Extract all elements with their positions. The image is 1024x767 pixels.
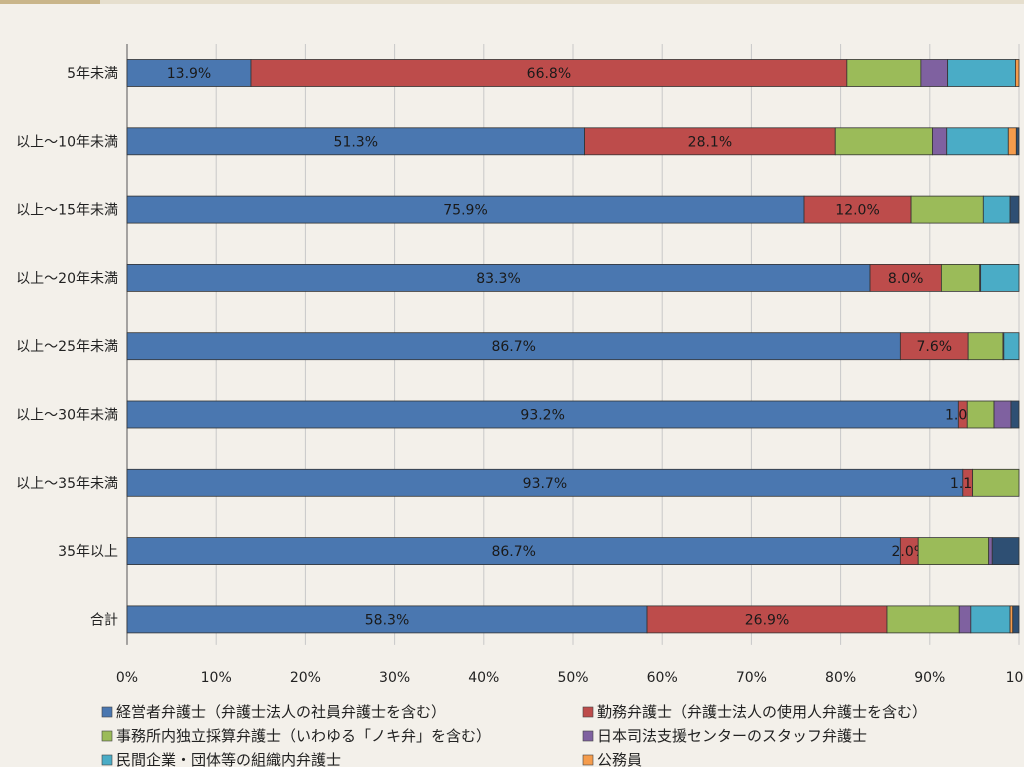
bar-segment — [1007, 127, 1017, 156]
data-label: 13.9% — [167, 66, 211, 82]
data-label: 75.9% — [443, 203, 487, 219]
legend-swatch — [582, 706, 594, 718]
category-label: 以上〜25年未満 — [16, 339, 118, 355]
legend-swatch — [582, 730, 594, 742]
x-tick-label: 30% — [379, 670, 410, 686]
category-label: 以上〜10年未満 — [16, 134, 118, 150]
data-label: 86.7% — [491, 339, 535, 355]
bar-segment — [126, 59, 252, 87]
data-label: 12.0% — [835, 203, 879, 219]
bar-segment — [126, 400, 959, 429]
data-label: 86.7% — [491, 544, 535, 560]
x-tick-label: 90% — [914, 670, 945, 686]
x-tick-label: 70% — [736, 670, 767, 686]
x-tick-label: 40% — [468, 670, 499, 686]
bar-segment — [967, 332, 1004, 361]
data-label: 83.3% — [476, 271, 520, 287]
legend-label: 事務所内独立採算弁護士（いわゆる「ノキ弁」を含む） — [116, 727, 491, 745]
bar-segment — [1012, 605, 1020, 634]
data-label: 51.3% — [334, 134, 378, 150]
category-labels: 5年未満以上〜10年未満以上〜15年未満以上〜20年未満以上〜25年未満以上〜3… — [16, 66, 118, 628]
data-label: 66.8% — [527, 66, 571, 82]
bar-segment — [947, 59, 1016, 87]
x-tick-label: 100 — [1006, 670, 1024, 686]
x-tick-label: 20% — [290, 670, 321, 686]
bar-segment — [917, 537, 990, 565]
bar-segment — [584, 127, 836, 156]
data-label: 93.2% — [520, 408, 564, 424]
data-label: 26.9% — [745, 612, 789, 628]
x-tick-label: 60% — [647, 670, 678, 686]
bar-segment — [126, 468, 964, 497]
bar-segment — [846, 59, 922, 87]
bar-segment — [932, 127, 948, 156]
bar-segment — [1010, 400, 1020, 429]
bar-segment — [920, 59, 949, 87]
bars-group: 13.9% 66.8% 51.3% 28.1% 75.9% 12.0% 83.3% 8.0% 8… — [126, 59, 1020, 634]
bar-segment — [1009, 605, 1014, 634]
bar-segment — [886, 605, 960, 634]
x-tick-label: 80% — [825, 670, 856, 686]
legend-swatch — [101, 730, 113, 742]
legend-label: 経営者弁護士（弁護士法人の社員弁護士を含む） — [116, 703, 446, 721]
data-label: 28.1% — [688, 134, 732, 150]
bar-segment — [250, 59, 848, 87]
data-label: 8.0% — [888, 271, 924, 287]
bar-segment — [980, 263, 1020, 292]
category-label: 以上〜15年未満 — [16, 203, 118, 219]
header-accent-bar — [100, 0, 1024, 4]
legend-label: 日本司法支援センターのスタッフ弁護士 — [597, 727, 867, 745]
bar-segment — [988, 537, 993, 565]
bar-segment — [646, 605, 888, 634]
bar-segment — [126, 332, 901, 361]
bar-segment — [834, 127, 933, 156]
bar-segment — [1015, 127, 1020, 156]
bar-segment — [126, 127, 585, 156]
bar-segment — [126, 537, 901, 565]
legend-swatch — [101, 754, 113, 766]
category-label: 35年以上 — [58, 544, 118, 560]
bar-segment — [1009, 195, 1020, 224]
category-label: 5年未満 — [67, 66, 118, 82]
bar-segment — [940, 263, 981, 292]
bar-segment — [958, 605, 972, 634]
bar-segment — [991, 537, 1020, 565]
category-label: 合計 — [90, 612, 118, 628]
legend-label: 民間企業・団体等の組織内弁護士 — [116, 751, 341, 767]
legend-swatch — [101, 706, 113, 718]
legend-label: 公務員 — [597, 751, 642, 767]
data-label: 93.7% — [523, 476, 567, 492]
legend: 経営者弁護士（弁護士法人の社員弁護士を含む） 勤務弁護士（弁護士法人の使用人弁護士… — [101, 703, 927, 767]
bar-segment — [1015, 59, 1020, 87]
header-accent-left — [0, 0, 100, 4]
bar-segment — [803, 195, 912, 224]
x-axis-tick-labels: 0% 10% 20% 30% 40% 50% 60% 70% 80% 90% 100 — [116, 670, 1024, 686]
bar-segment — [126, 263, 871, 292]
data-label: 7.6% — [916, 339, 952, 355]
x-tick-label: 0% — [116, 670, 138, 686]
bar-segment — [899, 332, 969, 361]
bar-segment — [910, 195, 984, 224]
bar-segment — [982, 195, 1011, 224]
legend-label: 勤務弁護士（弁護士法人の使用人弁護士を含む） — [597, 703, 927, 721]
category-label: 以上〜35年未満 — [16, 476, 118, 492]
category-label: 以上〜20年未満 — [16, 271, 118, 287]
bar-segment — [970, 605, 1011, 634]
bar-segment — [966, 400, 995, 429]
bar-segment — [869, 263, 942, 292]
bar-segment — [1003, 332, 1020, 361]
bar-segment — [126, 605, 648, 634]
bar-segment — [972, 468, 1020, 497]
category-label: 以上〜30年未満 — [16, 408, 118, 424]
data-label: 58.3% — [365, 612, 409, 628]
bar-segment — [126, 195, 805, 224]
bar-segment — [946, 127, 1009, 156]
legend-swatch — [582, 754, 594, 766]
x-tick-label: 10% — [201, 670, 232, 686]
x-tick-label: 50% — [557, 670, 588, 686]
bar-segment — [993, 400, 1012, 429]
